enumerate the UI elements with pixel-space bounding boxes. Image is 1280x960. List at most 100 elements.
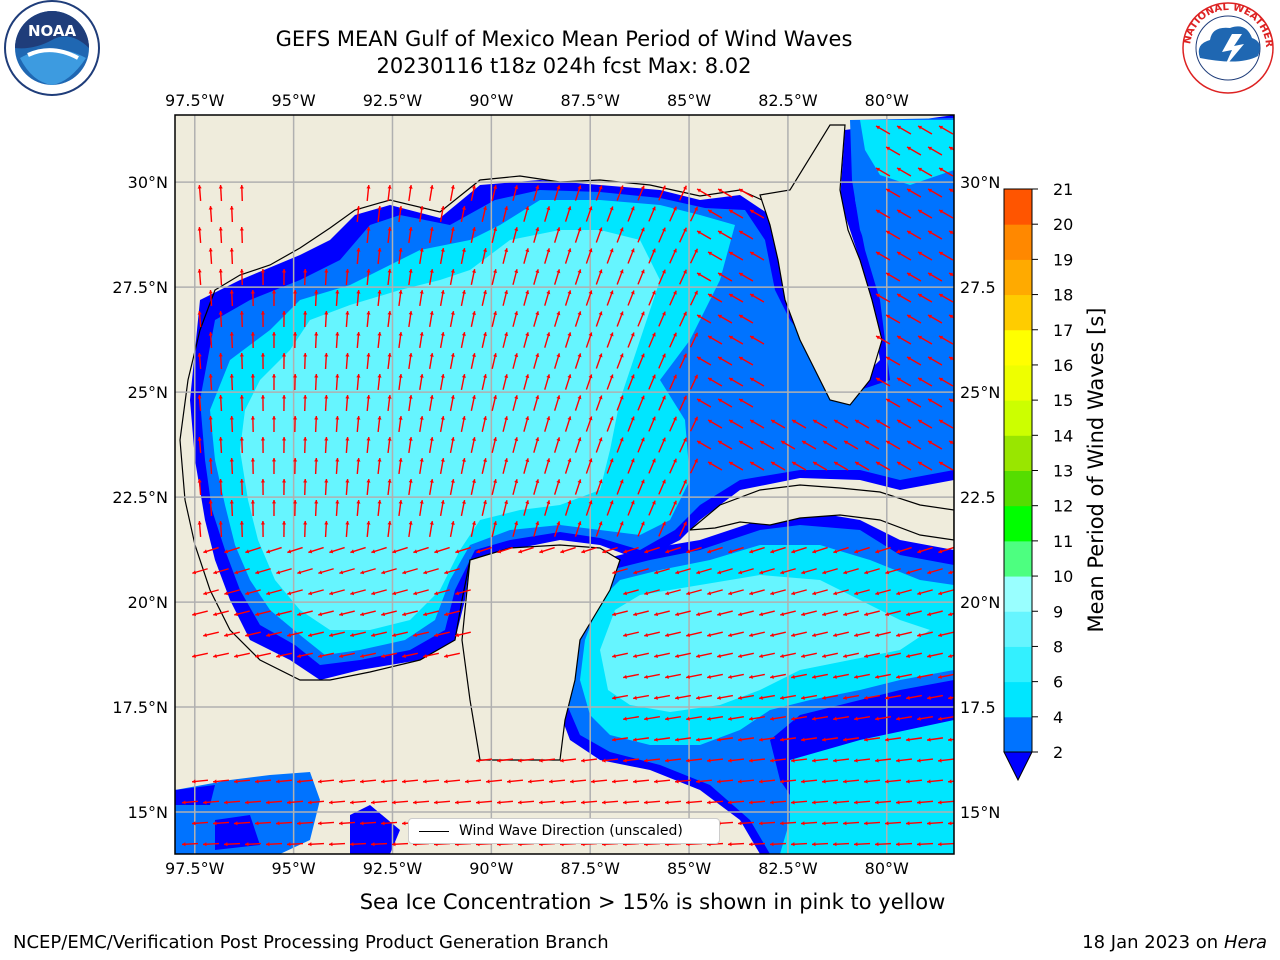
- wind-arrow: [675, 610, 691, 617]
- wind-arrow: [679, 269, 687, 285]
- wind-arrow: [419, 289, 424, 307]
- wind-arrow: [491, 395, 498, 411]
- wind-arrow: [470, 311, 476, 327]
- wind-arrow: [874, 800, 892, 805]
- wind-arrow: [832, 842, 850, 847]
- colorbar-tick-label: 20: [1053, 215, 1073, 234]
- wind-arrow: [906, 146, 922, 156]
- wind-arrow: [419, 373, 424, 391]
- wind-arrow: [906, 568, 922, 575]
- wind-arrow: [779, 779, 797, 784]
- wind-arrow: [356, 247, 361, 265]
- wind-arrow: [245, 589, 261, 596]
- wind-arrow: [727, 800, 745, 805]
- wind-arrow: [927, 610, 943, 617]
- wind-arrow: [606, 500, 614, 516]
- wind-arrow: [439, 500, 445, 516]
- wind-arrow: [197, 268, 202, 286]
- wind-arrow: [623, 589, 639, 596]
- wind-arrow: [366, 436, 371, 454]
- wind-arrow: [811, 800, 829, 805]
- wind-arrow: [564, 206, 572, 222]
- wind-arrow: [192, 568, 208, 575]
- wind-arrow: [208, 331, 213, 349]
- wind-arrow: [791, 589, 807, 596]
- wind-arrow: [864, 568, 880, 575]
- wind-arrow: [643, 716, 661, 721]
- wind-arrow: [606, 374, 614, 390]
- wind-arrow: [654, 568, 670, 575]
- wind-arrow: [833, 589, 849, 596]
- wind-arrow: [885, 440, 901, 450]
- wind-arrow: [371, 589, 387, 596]
- wind-arrow: [481, 206, 488, 222]
- wind-arrow: [481, 248, 488, 264]
- wind-arrow: [585, 290, 593, 306]
- wind-arrow: [398, 499, 403, 517]
- wind-arrow: [927, 356, 943, 366]
- wind-arrow: [218, 184, 223, 202]
- wind-arrow: [208, 289, 213, 307]
- wind-arrow: [339, 568, 355, 575]
- wind-arrow: [675, 568, 691, 575]
- wind-arrow: [574, 185, 582, 201]
- wind-arrow: [917, 419, 933, 429]
- wind-arrow: [229, 499, 234, 517]
- wind-arrow: [439, 206, 445, 222]
- wind-arrow: [938, 546, 954, 554]
- wind-arrow: [905, 821, 923, 826]
- lon-label-top: 85°W: [667, 91, 711, 110]
- wind-arrow: [212, 821, 230, 826]
- wind-arrow: [801, 694, 817, 700]
- wind-arrow: [366, 268, 371, 286]
- wind-arrow: [842, 779, 860, 784]
- wind-arrow: [800, 779, 818, 784]
- wind-arrow: [748, 758, 766, 763]
- wind-arrow: [224, 589, 240, 596]
- wind-arrow: [512, 479, 519, 495]
- wind-arrow: [843, 652, 859, 658]
- wind-arrow: [502, 500, 509, 516]
- wind-arrow: [917, 125, 933, 135]
- wind-arrow: [885, 314, 901, 324]
- wind-arrow: [843, 568, 859, 575]
- colorbar-segment: [1004, 435, 1032, 471]
- colorbar-tick-label: 6: [1053, 673, 1063, 692]
- wind-arrow: [654, 652, 670, 658]
- wind-arrow: [276, 610, 292, 617]
- wind-arrow: [948, 272, 954, 277]
- wind-arrow: [938, 631, 954, 638]
- wind-arrow: [439, 374, 445, 390]
- wind-arrow: [917, 461, 933, 471]
- wind-arrow: [303, 520, 308, 538]
- wind-arrow: [906, 230, 922, 240]
- colorbar-tick-label: 9: [1053, 602, 1063, 621]
- wind-arrow: [428, 352, 434, 370]
- wind-arrow: [696, 568, 712, 575]
- wind-arrow: [896, 293, 912, 303]
- wind-arrow: [926, 821, 944, 826]
- wind-arrow: [408, 478, 413, 496]
- wind-arrow: [491, 479, 498, 495]
- wind-arrow: [780, 440, 796, 450]
- wind-direction-legend: Wind Wave Direction (unscaled): [408, 818, 720, 844]
- wind-arrow: [271, 457, 277, 475]
- wind-arrow: [696, 188, 712, 198]
- wind-arrow: [595, 479, 603, 495]
- wind-arrow: [780, 694, 796, 700]
- wind-arrow: [275, 821, 293, 826]
- lon-label-bottom: 85°W: [667, 859, 711, 878]
- wind-arrow: [612, 610, 628, 617]
- wind-arrow: [896, 546, 912, 554]
- wind-arrow: [738, 694, 754, 700]
- wind-arrow: [408, 184, 413, 202]
- wind-arrow: [728, 631, 744, 638]
- wind-arrow: [553, 185, 561, 201]
- wind-arrow: [738, 398, 754, 408]
- wind-arrow: [338, 779, 356, 784]
- wind-arrow: [791, 631, 807, 638]
- wind-arrow: [737, 737, 755, 742]
- wind-arrow: [616, 395, 624, 411]
- wind-arrow: [612, 568, 628, 575]
- wind-arrow: [623, 546, 639, 554]
